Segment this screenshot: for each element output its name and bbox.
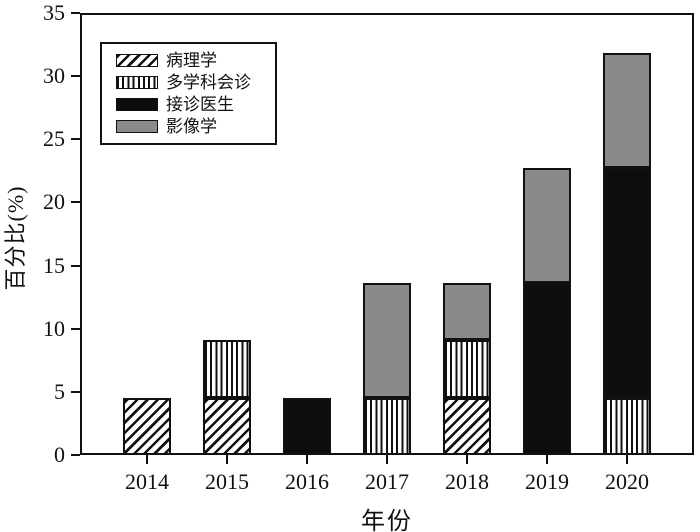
- y-axis-tick: [71, 138, 80, 141]
- y-axis-tick: [71, 454, 80, 456]
- y-axis-tick: [71, 264, 80, 267]
- x-tick-label: 2020: [605, 469, 649, 494]
- y-tick-label: 30: [43, 63, 65, 89]
- y-axis-tick: [71, 75, 80, 78]
- x-axis-tick: [306, 455, 308, 464]
- x-tick-label: 2015: [205, 469, 249, 494]
- y-tick-label: 20: [43, 189, 65, 215]
- x-axis-tick: [466, 455, 468, 464]
- bar-segment: [363, 397, 411, 455]
- x-axis-tick: [146, 455, 148, 464]
- y-tick-label: 10: [43, 315, 65, 341]
- x-axis-title: 年份: [361, 509, 413, 532]
- legend-label: 接诊医生: [166, 95, 234, 114]
- bar-segment: [203, 340, 251, 398]
- x-axis-tick: [626, 455, 628, 464]
- bar-segment: [523, 282, 571, 455]
- y-tick-label: 0: [54, 442, 65, 467]
- bar-segment: [443, 340, 491, 398]
- bar-segment: [443, 282, 491, 341]
- vertical-stripes-swatch-icon: [116, 76, 158, 89]
- x-axis-tick: [386, 455, 388, 464]
- legend-item: 影像学: [116, 118, 275, 135]
- bar-segment: [123, 397, 171, 455]
- legend-label: 多学科会诊: [166, 73, 251, 92]
- y-tick-label: 35: [43, 0, 65, 25]
- bar-segment: [603, 397, 651, 455]
- solid-gray-swatch-icon: [116, 120, 158, 133]
- legend-item: 多学科会诊: [116, 74, 275, 91]
- x-axis-tick: [226, 455, 228, 464]
- legend-label: 病理学: [166, 51, 217, 70]
- y-axis-tick: [71, 201, 80, 204]
- y-axis-tick: [71, 327, 80, 330]
- legend-item: 病理学: [116, 52, 275, 69]
- x-tick-label: 2014: [125, 469, 169, 494]
- bar-segment: [283, 397, 331, 455]
- y-axis-tick: [71, 390, 80, 393]
- y-tick-label: 5: [54, 378, 65, 404]
- bar-segment: [443, 397, 491, 455]
- bar-segment: [603, 167, 651, 398]
- bar-segment: [523, 167, 571, 283]
- legend: 病理学多学科会诊接诊医生影像学: [100, 42, 277, 145]
- x-tick-label: 2017: [365, 469, 409, 494]
- bar-segment: [603, 53, 651, 168]
- bar-segment: [203, 397, 251, 455]
- legend-label: 影像学: [166, 117, 217, 136]
- x-tick-label: 2019: [525, 469, 569, 494]
- x-tick-label: 2016: [285, 469, 329, 494]
- diagonal-hatch-swatch-icon: [116, 54, 158, 67]
- legend-item: 接诊医生: [116, 96, 275, 113]
- x-axis-tick: [546, 455, 548, 464]
- x-tick-label: 2018: [445, 469, 489, 494]
- y-tick-label: 15: [43, 252, 65, 278]
- bar-segment: [363, 282, 411, 398]
- y-tick-label: 25: [43, 126, 65, 152]
- y-axis-tick: [71, 12, 80, 14]
- solid-black-swatch-icon: [116, 98, 158, 111]
